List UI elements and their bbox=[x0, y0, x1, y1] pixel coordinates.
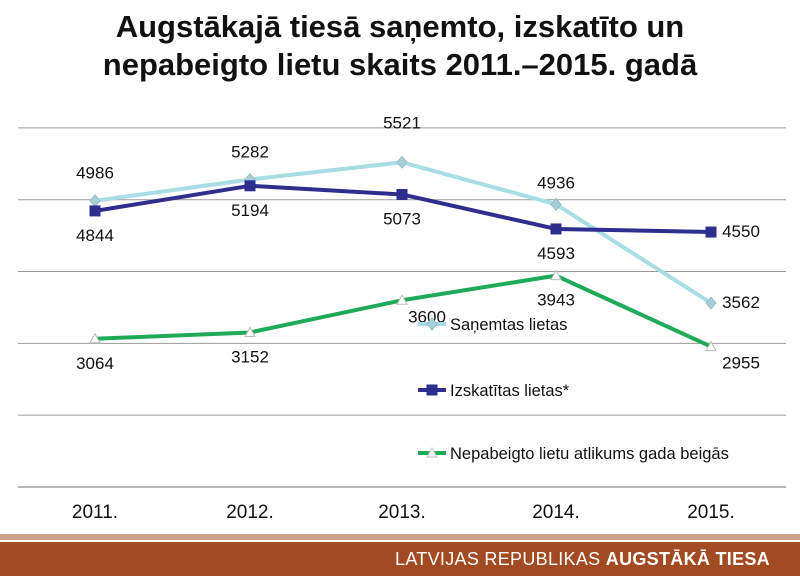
series-line bbox=[93, 273, 713, 349]
data-label: 5521 bbox=[383, 113, 421, 132]
footer-text-regular: LATVIJAS REPUBLIKAS bbox=[395, 549, 606, 569]
footer-text-bold: AUGSTĀKĀ TIESA bbox=[605, 549, 770, 569]
legend-label: Saņemtas lietas bbox=[450, 316, 567, 334]
x-tick-label: 2014. bbox=[532, 502, 580, 523]
data-label: 3943 bbox=[537, 291, 575, 310]
data-label: 3562 bbox=[722, 293, 760, 312]
legend-label: Izskatītas lietas* bbox=[450, 382, 570, 400]
data-label: 5194 bbox=[231, 201, 269, 220]
x-tick-label: 2012. bbox=[226, 502, 274, 523]
data-label: 4936 bbox=[537, 173, 575, 192]
x-axis-tick-labels: 2011. 2012. 2013. 2014. 2015. bbox=[72, 502, 735, 523]
data-point bbox=[550, 197, 562, 211]
data-point bbox=[426, 317, 438, 331]
chart-title: Augstākajā tiesā saņemto, izskatīto un n… bbox=[0, 8, 800, 84]
gridlines bbox=[18, 127, 786, 488]
data-label: 3600 bbox=[408, 307, 446, 326]
data-label: 4593 bbox=[537, 244, 575, 263]
data-label: 5282 bbox=[231, 142, 269, 161]
x-tick-label: 2013. bbox=[378, 502, 426, 523]
series-line bbox=[93, 160, 713, 306]
data-label: 4986 bbox=[76, 164, 114, 183]
data-point bbox=[426, 446, 438, 458]
data-point bbox=[89, 205, 101, 217]
data-point bbox=[244, 180, 256, 192]
legend: Saņemtas lietas Izskatītas lietas* Nepabei… bbox=[418, 316, 729, 463]
data-point bbox=[705, 296, 717, 310]
data-point bbox=[550, 269, 562, 281]
legend-label: Nepabeigto lietu atlikums gada beigās bbox=[450, 445, 729, 463]
data-point bbox=[396, 294, 408, 305]
data-label: 5073 bbox=[383, 209, 421, 228]
data-labels: 4986 5282 5521 4936 3562 4844 5194 5073 4593 4550… bbox=[76, 113, 760, 372]
legend-item: Nepabeigto lietu atlikums gada beigās bbox=[418, 445, 729, 463]
data-label: 4550 bbox=[722, 222, 760, 241]
data-point bbox=[89, 194, 101, 208]
x-tick-label: 2011. bbox=[72, 502, 118, 523]
data-point bbox=[550, 223, 562, 235]
data-point bbox=[244, 326, 256, 337]
data-point bbox=[705, 340, 717, 352]
data-label: 3064 bbox=[76, 354, 114, 373]
data-point bbox=[705, 226, 717, 238]
footer-stripe bbox=[0, 534, 800, 540]
line-chart: 4986 5282 5521 4936 3562 4844 5194 5073 4593 4550… bbox=[18, 113, 786, 523]
legend-item: Izskatītas lietas* bbox=[418, 382, 570, 400]
series-lines bbox=[89, 155, 717, 352]
data-point bbox=[396, 188, 408, 200]
data-point bbox=[89, 332, 101, 344]
data-label: 4844 bbox=[76, 226, 114, 245]
x-tick-label: 2015. bbox=[687, 502, 735, 523]
chart-title-line-2: nepabeigto lietu skaits 2011.–2015. gadā bbox=[102, 47, 698, 82]
footer-stripe-gap bbox=[0, 540, 800, 542]
data-point bbox=[426, 384, 438, 396]
data-label: 3152 bbox=[231, 347, 269, 366]
legend-item: Saņemtas lietas bbox=[418, 316, 567, 334]
footer-banner: LATVIJAS REPUBLIKAS AUGSTĀKĀ TIESA bbox=[0, 542, 800, 576]
data-label: 2955 bbox=[722, 354, 760, 373]
data-point bbox=[396, 155, 408, 169]
chart-title-line-1: Augstākajā tiesā saņemto, izskatīto un bbox=[115, 9, 685, 44]
